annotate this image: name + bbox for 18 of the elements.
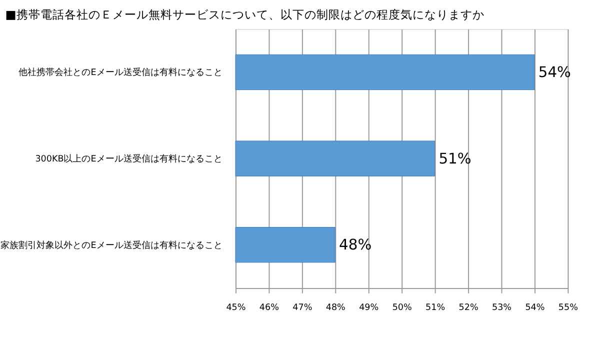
data-label: 51%: [438, 150, 472, 168]
data-label: 48%: [339, 236, 372, 254]
y-tick-label: 家族割引対象以外とのEメール送受信は有料になること: [0, 240, 222, 251]
x-tick-label: 45%: [226, 302, 246, 313]
data-label: 54%: [538, 64, 572, 82]
x-tick-label: 52%: [458, 302, 478, 313]
y-tick-label: 他社携帯会社とのEメール送受信は有料になること: [18, 67, 222, 78]
x-tick-label: 49%: [359, 302, 379, 313]
x-tick-label: 50%: [392, 302, 412, 313]
x-tick-label: 53%: [492, 302, 512, 313]
x-tick-label: 51%: [426, 302, 446, 313]
x-tick-label: 47%: [292, 302, 312, 313]
chart-title: ■携帯電話各社のＥメール無料サービスについて、以下の制限はどの程度気になりますか: [5, 7, 484, 22]
x-tick-label: 55%: [558, 302, 578, 313]
x-tick-label: 48%: [326, 302, 346, 313]
x-tick-label: 46%: [259, 302, 279, 313]
y-tick-label: 300KB以上のEメール送受信は有料になること: [35, 153, 222, 164]
x-tick-label: 54%: [525, 302, 545, 313]
